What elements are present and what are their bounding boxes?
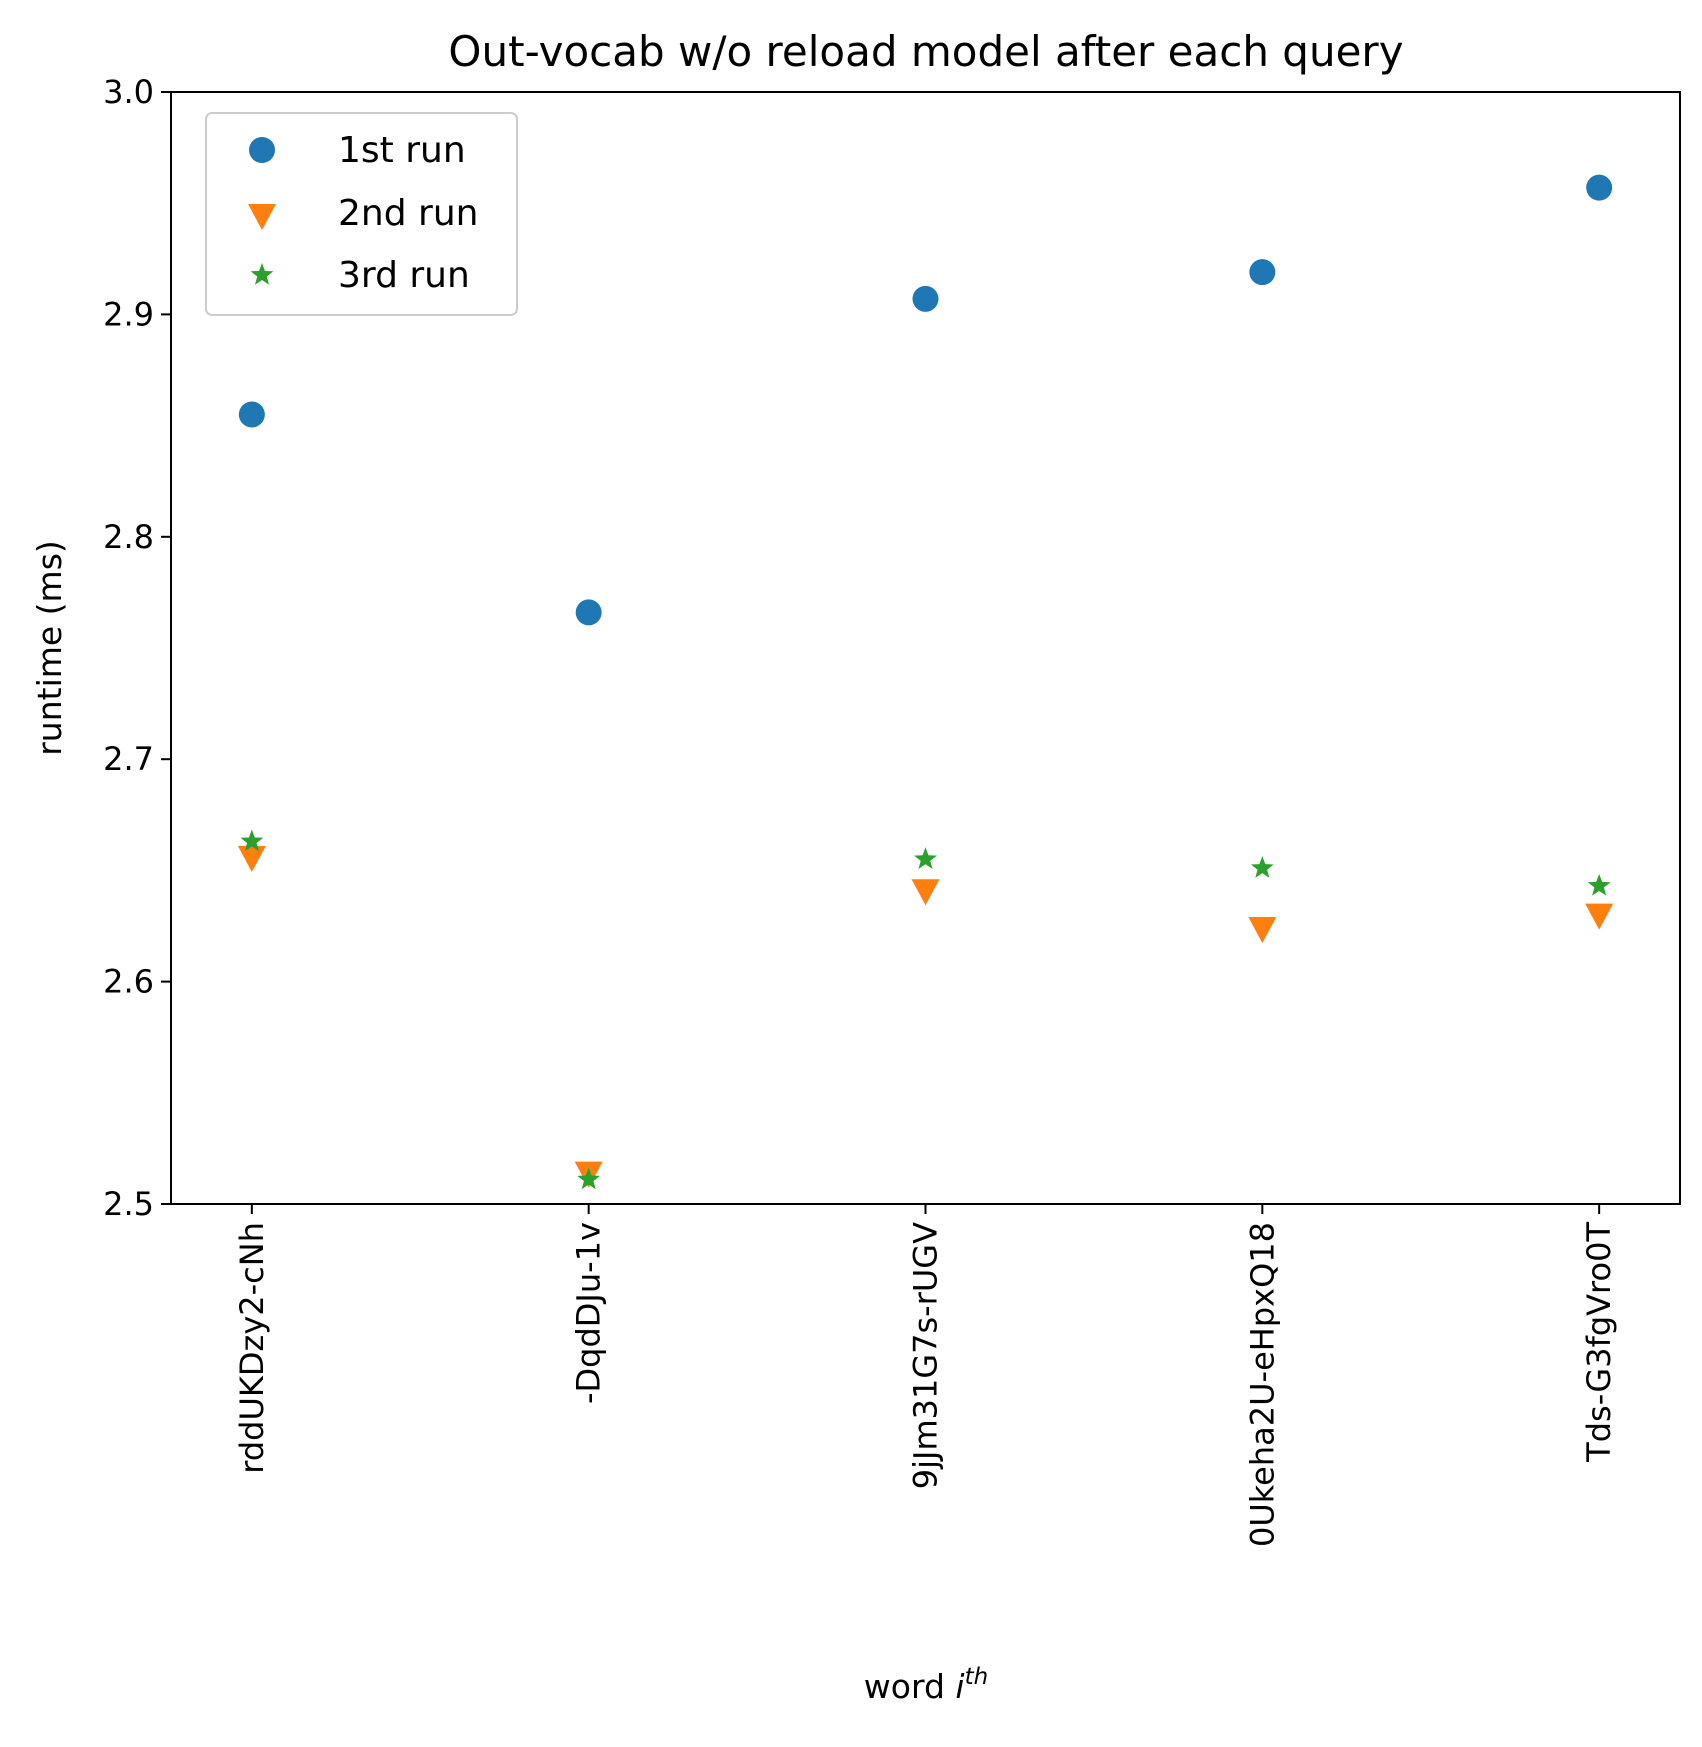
y-tick-label: 2.5 — [103, 1185, 154, 1223]
series-3 — [240, 829, 1611, 1190]
x-axis-label-text: word — [864, 1667, 956, 1706]
legend-label: 1st run — [338, 130, 466, 171]
x-tick-label: rddUKDzy2-cNh — [233, 1222, 271, 1474]
legend-marker — [250, 263, 274, 285]
y-tick-label: 2.8 — [103, 518, 154, 556]
y-tick-label: 2.6 — [103, 963, 154, 1001]
legend-box — [205, 112, 518, 316]
legend-marker — [248, 204, 276, 230]
y-tick-label: 2.9 — [103, 295, 154, 333]
axes-frame — [170, 91, 1681, 1205]
data-point — [240, 829, 264, 852]
y-tick-label: 3.0 — [103, 73, 154, 111]
y-axis-label: runtime (ms) — [30, 540, 69, 756]
data-point — [1585, 903, 1614, 930]
data-point — [912, 285, 939, 312]
data-point — [1250, 856, 1274, 878]
data-point — [1587, 873, 1611, 896]
data-point — [1248, 917, 1277, 943]
y-tick-label: 2.7 — [103, 740, 154, 778]
data-point — [238, 401, 265, 428]
legend-label: 2nd run — [338, 193, 478, 234]
legend-label: 3rd run — [338, 255, 470, 296]
x-axis-label: word ith — [864, 1664, 988, 1706]
x-tick-label: 9jJm31G7s-rUGV — [907, 1222, 945, 1489]
x-tick-label: -DqdDJu-1v — [570, 1222, 608, 1404]
data-point — [1249, 259, 1276, 286]
data-point — [914, 847, 937, 869]
legend: 1st run 2nd run 3rd run — [205, 112, 518, 316]
chart-title: Out-vocab w/o reload model after each qu… — [448, 27, 1403, 76]
data-point — [1586, 174, 1613, 201]
x-tick-label: Tds-G3fgVro0T — [1580, 1222, 1618, 1463]
x-tick-label: 0Ukeha2U-eHpxQ18 — [1243, 1222, 1281, 1547]
x-axis: rddUKDzy2-cNh -DqdDJu-1v 9jJm31G7s-rUGV 0Uk… — [233, 1204, 1618, 1547]
plot-area — [237, 174, 1614, 1190]
data-point — [577, 1167, 601, 1190]
data-point — [575, 599, 602, 626]
x-axis-label-superscript: th — [965, 1664, 989, 1690]
legend-marker — [249, 137, 275, 163]
x-axis-label-italic: i — [955, 1667, 964, 1706]
y-axis: 2.5 2.6 2.7 2.8 2.9 3.0 — [103, 73, 171, 1223]
data-point — [237, 845, 266, 872]
data-point — [911, 879, 940, 906]
series-1 — [238, 174, 1613, 626]
